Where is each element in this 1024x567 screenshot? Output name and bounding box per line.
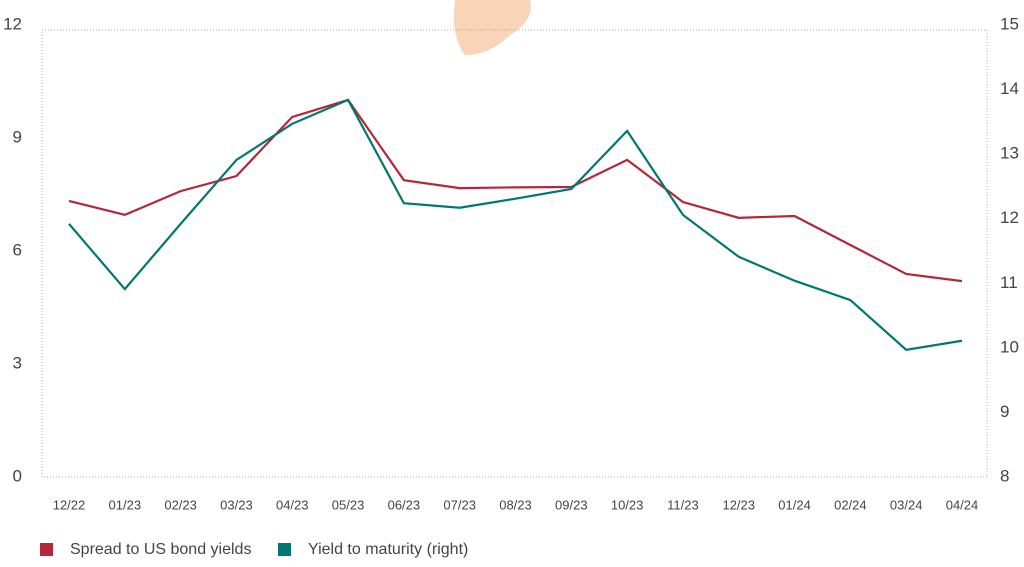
x-tick-label: 04/24 [946, 497, 979, 512]
y-tick-label: 0 [13, 466, 22, 485]
y-tick-label: 6 [13, 240, 22, 259]
x-tick-label: 02/23 [164, 497, 197, 512]
x-tick-label: 06/23 [388, 497, 421, 512]
y2-tick-label: 9 [1000, 402, 1009, 421]
y2-tick-label: 8 [1000, 466, 1009, 485]
x-tick-label: 12/23 [722, 497, 755, 512]
decoration [454, 0, 531, 55]
y2-tick-label: 13 [1000, 144, 1019, 163]
x-tick-label: 12/22 [53, 497, 86, 512]
y2-tick-label: 15 [1000, 14, 1019, 33]
x-tick-label: 05/23 [332, 497, 365, 512]
x-tick-label: 08/23 [499, 497, 532, 512]
chart: 0 3 6 9 12 8 9 10 11 12 13 14 15 12/22 01/23 02/23 03/23… [0, 0, 1024, 562]
x-tick-label: 03/23 [220, 497, 253, 512]
legend-label: Spread to US bond yields [70, 541, 251, 558]
legend-label: Yield to maturity (right) [308, 541, 468, 558]
legend-swatch [278, 543, 291, 556]
x-tick-label: 10/23 [611, 497, 644, 512]
series-line [69, 100, 962, 281]
y-tick-label: 3 [13, 353, 22, 372]
x-tick-label: 01/24 [778, 497, 811, 512]
plot-frame [42, 30, 987, 477]
y2-tick-label: 12 [1000, 208, 1019, 227]
y2-tick-label: 10 [1000, 337, 1019, 356]
x-tick-label: 09/23 [555, 497, 588, 512]
x-tick-label: 03/24 [890, 497, 923, 512]
x-tick-label: 01/23 [109, 497, 142, 512]
x-tick-label: 07/23 [443, 497, 476, 512]
x-tick-label: 02/24 [834, 497, 867, 512]
y2-tick-label: 14 [1000, 79, 1019, 98]
series-line [69, 100, 962, 350]
y2-tick-label: 11 [1000, 273, 1018, 292]
legend-swatch [40, 543, 53, 556]
x-tick-label: 11/23 [667, 497, 699, 512]
y-tick-label: 12 [3, 14, 22, 33]
y-tick-label: 9 [13, 127, 22, 146]
x-tick-label: 04/23 [276, 497, 309, 512]
